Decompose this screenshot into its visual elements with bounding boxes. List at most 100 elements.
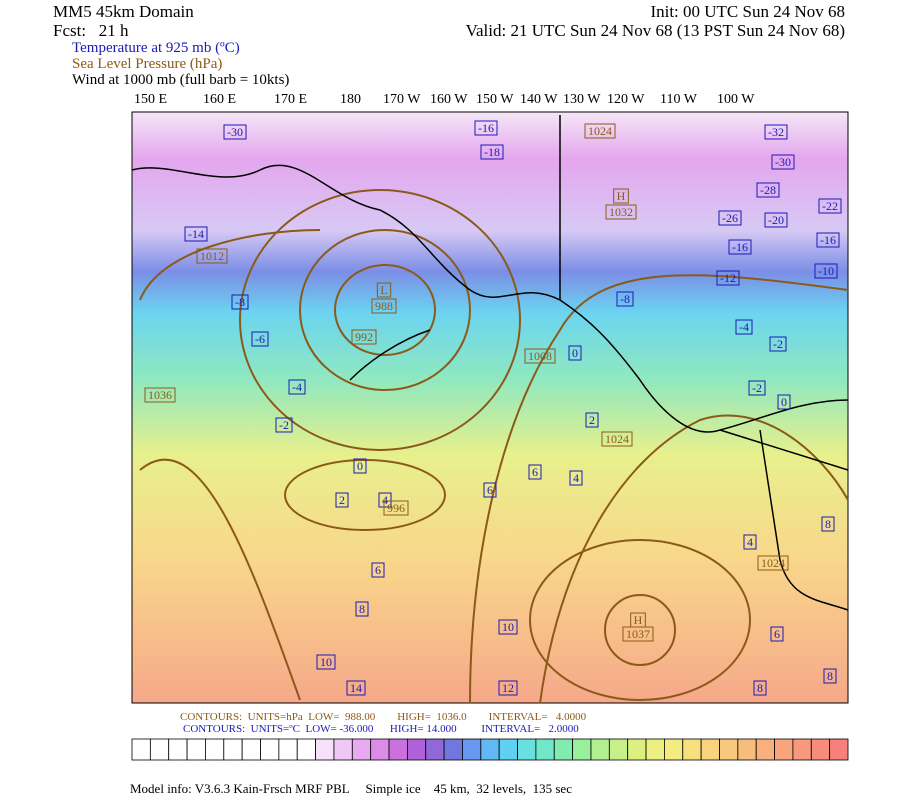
label-box bbox=[335, 492, 349, 508]
color-cell bbox=[535, 738, 555, 761]
contour-label: 0 bbox=[781, 395, 787, 409]
contour-label: -18 bbox=[484, 145, 500, 159]
color-cell bbox=[223, 738, 243, 761]
longitude-label: 180 bbox=[340, 92, 361, 107]
contour-label: 8 bbox=[359, 602, 365, 616]
contour-label: H bbox=[634, 613, 643, 627]
contour-label: 1008 bbox=[528, 349, 552, 363]
valid-time: Valid: 21 UTC Sun 24 Nov 68 (13 PST Sun … bbox=[466, 21, 845, 40]
color-cell bbox=[443, 738, 463, 761]
contour-label: -6 bbox=[255, 332, 265, 346]
label-box bbox=[777, 394, 791, 410]
contour-info: CONTOURS: UNITS=hPa LOW= 988.00 HIGH= 10… bbox=[180, 711, 587, 723]
label-box bbox=[816, 232, 840, 248]
forecast-hour: Fcst: 21 h bbox=[53, 21, 129, 40]
contour-label: 1032 bbox=[609, 205, 633, 219]
label-box bbox=[818, 198, 842, 214]
contour-label: 1024 bbox=[761, 556, 785, 570]
color-cell bbox=[774, 738, 794, 761]
label-box bbox=[764, 212, 788, 228]
contour-label: -8 bbox=[235, 295, 245, 309]
color-cell bbox=[462, 738, 482, 761]
label-box bbox=[355, 601, 369, 617]
contour-label: H bbox=[617, 189, 626, 203]
label-box bbox=[753, 680, 767, 696]
color-bar bbox=[131, 738, 849, 761]
label-box bbox=[718, 210, 742, 226]
label-box bbox=[353, 458, 367, 474]
label-box bbox=[351, 329, 377, 345]
contour-label: 6 bbox=[774, 627, 780, 641]
contour-label: -10 bbox=[818, 264, 834, 278]
label-box bbox=[231, 294, 249, 310]
color-cell bbox=[792, 738, 812, 761]
label-box bbox=[757, 555, 789, 571]
contour-label: -14 bbox=[188, 227, 204, 241]
label-box bbox=[584, 123, 616, 139]
contour-label: -2 bbox=[752, 381, 762, 395]
field-label: Wind at 1000 mb (full barb = 10kts) bbox=[72, 72, 289, 88]
color-cell bbox=[149, 738, 170, 761]
label-box bbox=[622, 626, 654, 642]
pressure-labels: 101298899210081024H1032L99610361024H1037… bbox=[144, 123, 789, 642]
color-cell bbox=[498, 738, 518, 761]
label-box bbox=[383, 500, 409, 516]
coastlines bbox=[131, 115, 849, 611]
contour-label: -4 bbox=[739, 320, 749, 334]
label-box bbox=[376, 282, 392, 298]
color-cell bbox=[186, 738, 206, 761]
contour-label: -32 bbox=[768, 125, 784, 139]
contour-info: CONTOURS: UNITS=ºC LOW= -36.000 HIGH= 14… bbox=[183, 723, 579, 735]
color-cell bbox=[296, 738, 316, 761]
label-box bbox=[601, 431, 633, 447]
color-cell bbox=[572, 738, 592, 761]
label-box bbox=[371, 298, 397, 314]
label-box bbox=[728, 239, 752, 255]
contour-label: -16 bbox=[820, 233, 836, 247]
contour-label: 8 bbox=[827, 669, 833, 683]
color-cell bbox=[737, 738, 757, 761]
label-box bbox=[196, 248, 228, 264]
contour-label: -2 bbox=[773, 337, 783, 351]
contour-label: 1036 bbox=[148, 388, 172, 402]
contour-label: 1024 bbox=[605, 432, 629, 446]
color-cell bbox=[205, 738, 225, 761]
label-box bbox=[613, 188, 629, 204]
longitude-label: 160 W bbox=[430, 92, 468, 107]
color-cell bbox=[333, 738, 353, 761]
label-box bbox=[223, 124, 247, 140]
contour-label: -2 bbox=[279, 418, 289, 432]
label-box bbox=[814, 263, 838, 279]
label-box bbox=[288, 379, 306, 395]
label-box bbox=[498, 619, 518, 635]
contour-label: 8 bbox=[757, 681, 763, 695]
color-cell bbox=[810, 738, 831, 761]
contour-label: 6 bbox=[487, 483, 493, 497]
contour-label: 2 bbox=[589, 413, 595, 427]
contour-label: 1024 bbox=[588, 124, 612, 138]
longitude-label: 140 W bbox=[520, 92, 558, 107]
contour-label: -30 bbox=[775, 155, 791, 169]
contour-label: 2 bbox=[339, 493, 345, 507]
color-cell bbox=[590, 738, 610, 761]
color-cell bbox=[517, 738, 537, 761]
label-box bbox=[735, 319, 753, 335]
contour-label: 1037 bbox=[626, 627, 650, 641]
label-box bbox=[474, 120, 498, 136]
longitude-label: 110 W bbox=[660, 92, 698, 107]
contour-label: L bbox=[380, 283, 387, 297]
contour-label: 0 bbox=[572, 346, 578, 360]
longitude-label: 150 W bbox=[476, 92, 514, 107]
color-cell bbox=[406, 738, 427, 761]
color-cell bbox=[755, 738, 775, 761]
contour-label: 8 bbox=[825, 517, 831, 531]
color-cell bbox=[278, 738, 298, 761]
contour-label: 0 bbox=[357, 459, 363, 473]
contour-label: 6 bbox=[375, 563, 381, 577]
color-cell bbox=[608, 738, 629, 761]
color-cell bbox=[388, 738, 408, 761]
field-label: Temperature at 925 mb (ºC) bbox=[72, 40, 240, 56]
contour-label: 12 bbox=[502, 681, 514, 695]
color-cell bbox=[829, 738, 849, 761]
